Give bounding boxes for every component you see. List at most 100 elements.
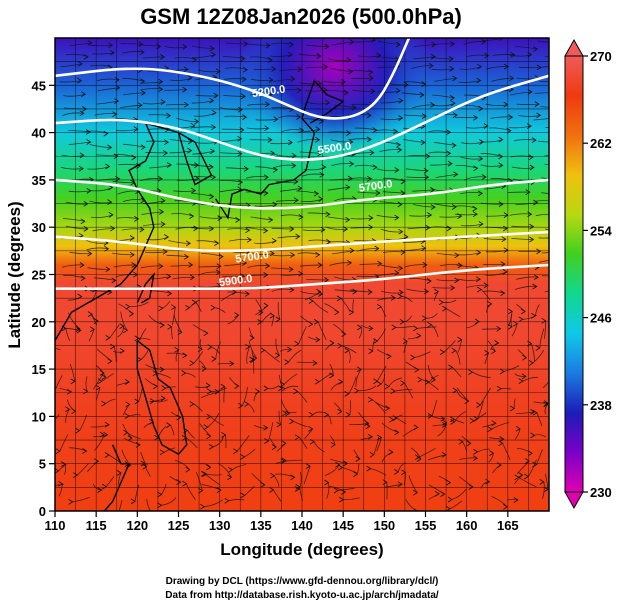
streamline: [293, 421, 308, 428]
streamline-arrowhead: [298, 214, 304, 220]
streamline-arrowhead: [240, 55, 246, 62]
streamline: [268, 422, 274, 442]
streamline-arrowhead: [552, 372, 556, 377]
streamline: [173, 314, 183, 333]
streamline: [255, 118, 278, 121]
streamline-arrowhead: [449, 95, 455, 101]
streamline-arrowhead: [131, 262, 137, 268]
streamline: [227, 314, 239, 325]
streamline: [376, 272, 399, 276]
streamline-arrowhead: [477, 190, 483, 197]
streamline: [59, 80, 82, 83]
streamline-arrowhead: [498, 136, 504, 143]
streamline-arrowhead: [531, 137, 537, 143]
streamline: [515, 411, 535, 414]
streamline-arrowhead: [348, 139, 354, 145]
streamline: [63, 327, 81, 331]
streamline: [270, 54, 293, 57]
streamline-arrowhead: [308, 321, 314, 328]
streamline: [435, 174, 458, 178]
streamline-arrowhead: [198, 487, 204, 494]
streamline: [272, 254, 295, 257]
streamline: [251, 252, 275, 255]
streamline: [541, 252, 549, 254]
streamline: [407, 227, 430, 230]
streamline: [120, 43, 143, 45]
streamline-arrowhead: [243, 41, 249, 47]
streamline-arrowhead: [454, 277, 460, 284]
streamline-arrowhead: [81, 91, 87, 98]
streamline-arrowhead: [337, 408, 343, 415]
streamline-arrowhead: [217, 215, 223, 221]
streamline: [488, 127, 511, 131]
streamline-arrowhead: [183, 101, 189, 108]
streamline-arrowhead: [104, 245, 110, 252]
streamline-arrowhead: [524, 458, 530, 464]
streamline-arrowhead: [270, 150, 276, 157]
streamline-arrowhead: [49, 481, 53, 486]
streamline: [284, 459, 303, 462]
streamline: [245, 274, 268, 276]
streamline-arrowhead: [369, 149, 375, 156]
streamline-arrowhead: [481, 38, 487, 45]
streamline: [509, 213, 532, 216]
wind-streamlines: [49, 38, 556, 511]
streamline-arrowhead: [498, 201, 504, 207]
streamline: [342, 467, 357, 474]
streamline: [225, 434, 227, 449]
streamline-arrowhead: [203, 424, 209, 430]
streamline-arrowhead: [442, 422, 448, 428]
streamline: [164, 46, 187, 49]
streamline: [378, 40, 401, 45]
streamline-arrowhead: [194, 118, 200, 125]
streamline-arrowhead: [372, 164, 378, 171]
streamline: [465, 125, 489, 129]
streamline: [121, 228, 144, 231]
streamline: [170, 139, 193, 142]
x-tick-label: 110: [45, 518, 66, 533]
streamline: [286, 411, 297, 414]
streamline-arrowhead: [182, 352, 188, 359]
streamline-arrowhead: [159, 322, 165, 328]
streamline-arrowhead: [160, 197, 166, 204]
streamline: [490, 116, 513, 119]
y-tick-label: 20: [32, 315, 46, 330]
streamline-arrowhead: [543, 400, 549, 407]
streamline-arrowhead: [216, 487, 222, 493]
streamline-arrowhead: [210, 148, 216, 155]
streamline-arrowhead: [529, 164, 535, 171]
streamline-arrowhead: [263, 385, 269, 392]
streamline-arrowhead: [341, 489, 347, 495]
streamline-arrowhead: [105, 163, 111, 170]
streamline-arrowhead: [366, 112, 372, 119]
streamline-arrowhead: [101, 483, 107, 490]
streamline-arrowhead: [282, 410, 288, 417]
streamline: [281, 129, 304, 133]
streamline: [327, 216, 350, 221]
streamline: [354, 127, 377, 131]
streamline-arrowhead: [136, 356, 142, 363]
streamline: [458, 80, 481, 83]
streamline: [284, 385, 299, 390]
streamline-arrowhead: [270, 472, 276, 479]
streamline-arrowhead: [365, 423, 371, 430]
streamline: [514, 373, 527, 377]
streamline: [327, 186, 350, 191]
streamline-arrowhead: [324, 277, 330, 283]
streamline: [93, 277, 116, 281]
streamline: [485, 103, 508, 106]
streamline: [171, 326, 173, 339]
streamline: [193, 403, 203, 412]
streamline: [436, 253, 459, 256]
streamline: [329, 363, 334, 376]
streamline-arrowhead: [271, 444, 277, 450]
streamline-arrowhead: [502, 225, 508, 232]
streamline-arrowhead: [295, 233, 301, 240]
streamline: [430, 56, 454, 60]
streamline: [109, 324, 120, 339]
streamline-arrowhead: [473, 114, 479, 121]
streamline-arrowhead: [166, 422, 172, 428]
streamline-arrowhead: [87, 250, 93, 257]
streamline: [300, 291, 323, 295]
streamline-arrowhead: [315, 336, 321, 343]
